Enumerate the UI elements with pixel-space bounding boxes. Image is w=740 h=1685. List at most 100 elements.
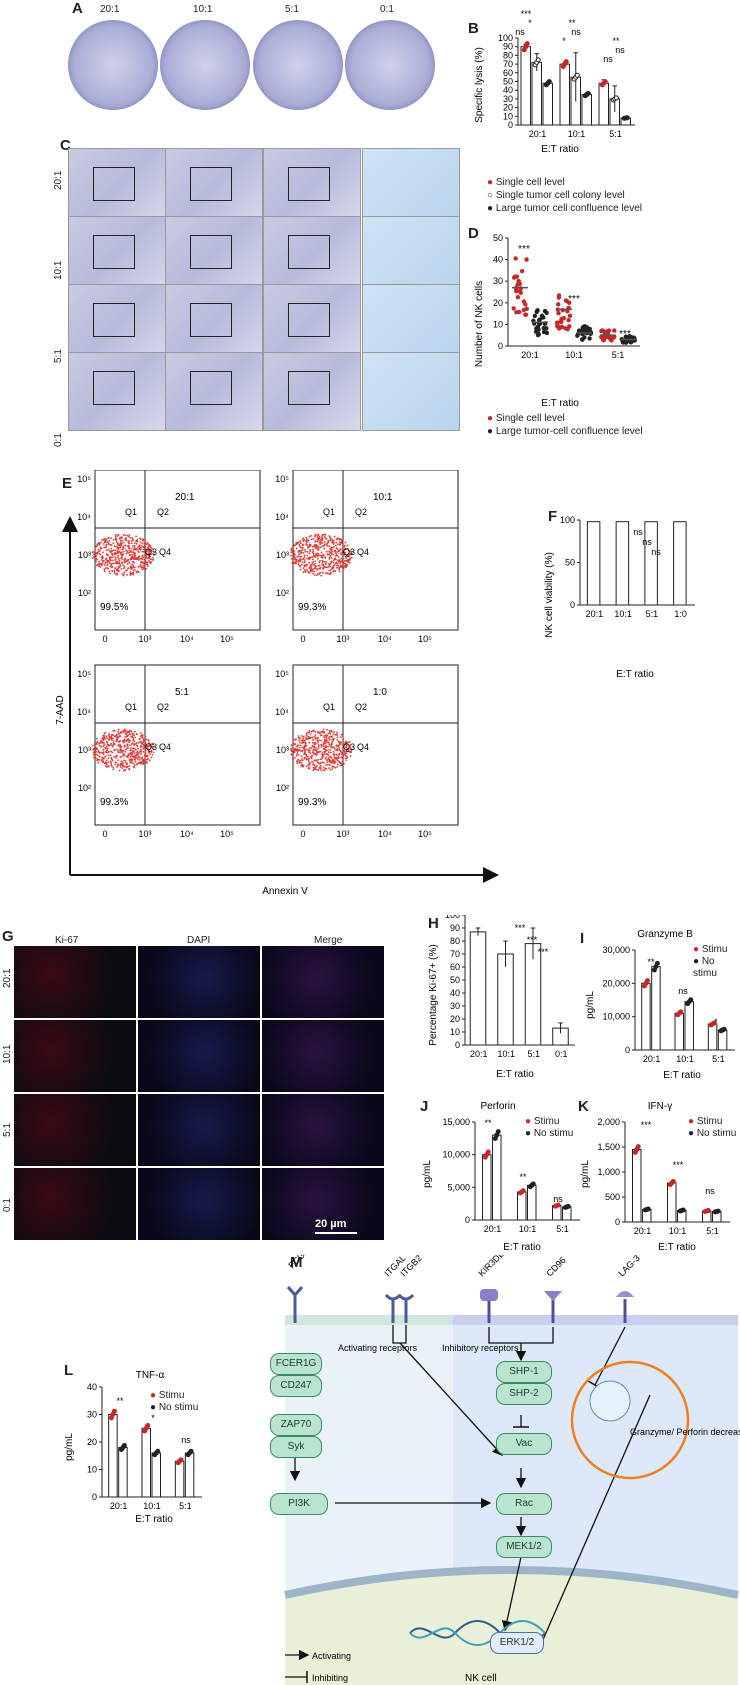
event-dot — [290, 551, 293, 554]
data-point — [645, 1206, 651, 1212]
event-dot — [348, 549, 350, 552]
percentage-label: 99.5% — [100, 602, 128, 613]
event-dot — [323, 740, 326, 743]
event-dot — [312, 564, 314, 566]
event-dot — [136, 556, 139, 559]
event-dot — [308, 558, 310, 561]
data-point — [121, 1443, 127, 1449]
event-dot — [341, 548, 344, 551]
event-dot — [330, 735, 333, 738]
event-dot — [325, 739, 328, 742]
receptor-icon — [286, 1286, 304, 1323]
event-dot — [327, 572, 330, 575]
event-dot — [130, 761, 133, 764]
x-axis-label: E:T ratio — [496, 1069, 534, 1080]
event-dot — [102, 748, 105, 751]
event-dot — [121, 539, 124, 542]
node-vac: Vac — [496, 1433, 552, 1455]
event-dot — [310, 760, 313, 763]
event-dot — [304, 561, 306, 564]
chart-j: 0 5,000 10,000 15,000 20:1 10:1 5:1 Perforin *… — [422, 1101, 580, 1253]
event-dot — [306, 554, 309, 557]
data-point — [635, 1144, 641, 1150]
percentage-label: 99.3% — [298, 797, 326, 808]
panel-label-e: E — [62, 475, 73, 492]
event-dot — [328, 735, 331, 738]
event-dot — [336, 765, 339, 768]
plot-frame — [94, 664, 261, 826]
y-tick-label: 20 — [87, 1437, 97, 1447]
event-dot — [346, 564, 349, 566]
event-dot — [299, 565, 301, 568]
event-dot — [100, 759, 103, 761]
event-dot — [320, 554, 323, 557]
event-dot — [146, 744, 149, 747]
sig-label: ** — [519, 1172, 527, 1182]
event-dot — [121, 749, 123, 752]
event-dot — [323, 547, 326, 550]
data-point — [515, 282, 520, 287]
panel-label-a: A — [72, 0, 83, 17]
sig-label: *** — [518, 244, 530, 255]
event-dot — [117, 544, 120, 547]
event-dot — [148, 759, 151, 762]
event-dot — [127, 540, 130, 543]
event-dot — [115, 739, 118, 741]
event-dot — [313, 545, 316, 548]
event-dot — [96, 545, 99, 547]
event-dot — [333, 747, 336, 750]
event-dot — [96, 758, 98, 760]
data-point — [582, 324, 587, 329]
event-dot — [300, 757, 303, 760]
event-dot — [131, 554, 134, 557]
event-dot — [104, 561, 107, 564]
row-label: 5:1 — [2, 1123, 13, 1137]
event-dot — [133, 765, 136, 768]
sig-label: * — [151, 1413, 155, 1423]
event-dot — [128, 730, 131, 733]
x-axis-label: E:T ratio — [541, 398, 579, 409]
event-dot — [339, 562, 342, 565]
event-dot — [122, 731, 125, 734]
event-dot — [300, 755, 303, 758]
event-dot — [128, 768, 130, 771]
event-dot — [116, 556, 119, 558]
chart-d: 0 10 20 30 40 50 20:1 10:1 5:1 *** *** *** E:T r… — [474, 233, 640, 409]
event-dot — [322, 567, 325, 570]
event-dot — [145, 551, 148, 553]
event-dot — [98, 755, 101, 758]
event-dot — [319, 554, 321, 557]
event-dot — [320, 734, 323, 736]
event-dot — [124, 760, 127, 762]
event-dot — [119, 546, 122, 549]
event-dot — [308, 561, 311, 564]
event-dot — [103, 568, 106, 571]
event-dot — [127, 756, 129, 758]
x-tick-label: 10:1 — [497, 1049, 515, 1059]
y-tick-label: 80 — [503, 50, 513, 60]
zoom-region-box — [288, 167, 330, 201]
event-dot — [300, 764, 303, 767]
event-dot — [345, 559, 348, 562]
event-dot — [148, 549, 151, 551]
legend-text: Stimu — [533, 1116, 560, 1127]
fluorescence-image — [138, 1168, 260, 1240]
data-point — [602, 79, 608, 85]
legend-b: ● Single cell level ○ Single tumor cell … — [487, 176, 642, 215]
event-dot — [310, 730, 313, 733]
event-dot — [114, 573, 117, 575]
event-dot — [308, 571, 311, 574]
event-dot — [120, 763, 123, 766]
x-axis-label: E:T ratio — [658, 1242, 696, 1253]
event-dot — [337, 565, 340, 567]
event-dot — [342, 565, 345, 568]
event-dot — [149, 753, 152, 755]
event-dot — [108, 750, 110, 753]
y-tick-label: 80 — [450, 936, 460, 946]
event-dot — [290, 744, 293, 747]
event-dot — [131, 733, 134, 735]
fluorescence-image — [138, 1020, 260, 1092]
event-dot — [320, 574, 323, 577]
event-dot — [117, 548, 120, 550]
event-dot — [339, 743, 342, 746]
